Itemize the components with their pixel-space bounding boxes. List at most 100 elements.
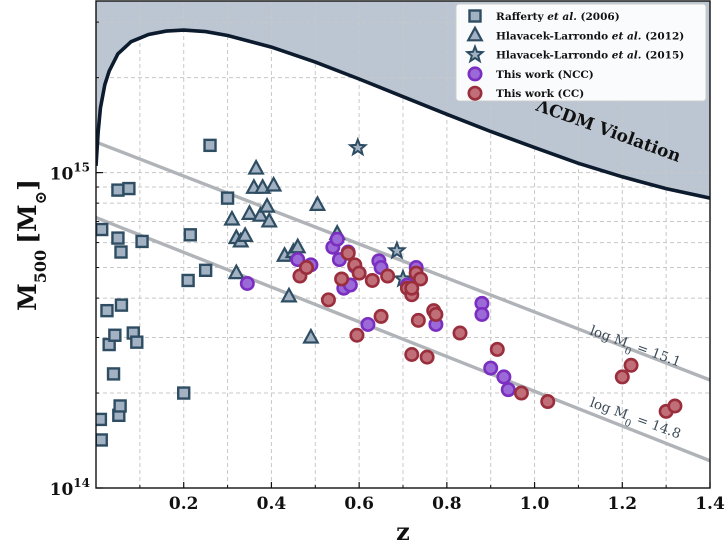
data-point xyxy=(404,280,420,296)
series-2 xyxy=(347,136,414,288)
violation-curve-group xyxy=(96,28,710,200)
data-point xyxy=(410,312,426,328)
legend-label: Rafferty et al. (2006) xyxy=(496,11,620,23)
data-point xyxy=(227,263,245,280)
data-point xyxy=(380,268,396,284)
legend-label: This work (NCC) xyxy=(496,69,594,81)
x-tick-label: 0.4 xyxy=(257,494,287,514)
data-point xyxy=(413,271,429,287)
data-point xyxy=(96,433,108,447)
data-point xyxy=(280,286,298,303)
legend-items: Rafferty et al. (2006) Hlavacek-Larrondo … xyxy=(464,9,684,101)
data-point xyxy=(513,385,529,401)
series-3 xyxy=(239,231,516,398)
data-point xyxy=(258,196,276,213)
violation-curve xyxy=(96,28,710,200)
data-point xyxy=(236,226,254,242)
legend-marker xyxy=(467,66,483,82)
x-tick-label: 0.8 xyxy=(432,494,462,514)
data-point xyxy=(299,260,315,276)
data-point xyxy=(500,382,516,398)
data-point xyxy=(113,399,127,413)
data-point xyxy=(240,204,259,220)
y-axis-title: M500[M⊙] xyxy=(13,179,50,311)
y-tick-label: 1015 xyxy=(50,161,90,185)
data-point xyxy=(364,272,380,288)
x-tick-label: 1.4 xyxy=(695,494,725,514)
legend-label: This work (CC) xyxy=(496,88,584,100)
data-point xyxy=(452,325,468,341)
data-point xyxy=(347,136,369,157)
data-point xyxy=(404,347,420,363)
data-point xyxy=(329,231,345,247)
data-point xyxy=(260,211,278,228)
data-point xyxy=(264,175,283,192)
legend-item: Hlavacek-Larrondo et al. (2012) xyxy=(466,25,684,42)
data-point xyxy=(373,308,389,324)
data-point xyxy=(667,398,683,414)
series-0 xyxy=(96,138,235,447)
legend-box xyxy=(455,3,707,102)
ticks: 0.2 0.4 0.6 0.8 1.0 1.2 1.4 1014 1015 xyxy=(50,21,725,514)
data-point xyxy=(614,369,630,385)
mass-line xyxy=(96,140,710,382)
data-point xyxy=(135,234,149,249)
data-point xyxy=(239,276,255,292)
legend-marker xyxy=(468,9,482,23)
data-point xyxy=(623,357,639,373)
data-point xyxy=(360,316,376,332)
legend-marker xyxy=(464,43,486,64)
legend-label: Hlavacek-Larrondo et al. (2015) xyxy=(496,50,684,62)
data-point xyxy=(474,306,490,322)
data-point xyxy=(96,222,109,237)
legend-item: This work (CC) xyxy=(467,85,584,101)
data-point xyxy=(428,306,444,322)
data-point xyxy=(183,228,197,242)
data-point xyxy=(177,386,191,400)
data-points xyxy=(96,136,683,447)
x-axis-title: z xyxy=(396,517,410,545)
data-point xyxy=(247,158,265,175)
x-tick-label: 0.2 xyxy=(169,494,199,514)
data-point xyxy=(496,369,512,385)
data-point xyxy=(111,183,125,197)
data-point xyxy=(198,263,213,278)
x-tick-label: 0.6 xyxy=(344,494,374,514)
data-point xyxy=(351,265,367,281)
legend-item: Rafferty et al. (2006) xyxy=(468,9,620,23)
data-point xyxy=(483,360,499,376)
data-point xyxy=(96,412,108,427)
data-point xyxy=(122,181,136,196)
legend-marker xyxy=(466,25,484,42)
mass-lines xyxy=(96,140,710,463)
data-point xyxy=(223,209,241,226)
series-1 xyxy=(223,158,346,344)
data-point xyxy=(106,367,121,381)
series-4 xyxy=(292,245,683,419)
data-point xyxy=(203,138,217,153)
legend-item: Hlavacek-Larrondo et al. (2015) xyxy=(464,43,684,64)
data-point xyxy=(114,298,129,312)
data-point xyxy=(181,273,195,288)
legend-label: Hlavacek-Larrondo et al. (2012) xyxy=(496,30,684,42)
data-point xyxy=(111,231,125,245)
x-tick-label: 1.0 xyxy=(520,494,550,514)
mass-line xyxy=(96,216,710,463)
data-point xyxy=(334,271,350,287)
data-point xyxy=(419,349,435,365)
x-tick-label: 1.2 xyxy=(607,494,637,514)
data-point xyxy=(540,394,556,410)
data-point xyxy=(308,195,327,211)
data-point xyxy=(108,328,122,342)
data-point xyxy=(302,327,320,344)
data-point xyxy=(340,245,356,261)
legend: Rafferty et al. (2006) Hlavacek-Larrondo … xyxy=(455,3,707,102)
data-point xyxy=(100,303,114,318)
y-tick-label: 1014 xyxy=(50,476,90,500)
legend-item: This work (NCC) xyxy=(467,66,594,82)
data-point xyxy=(220,191,235,205)
data-point xyxy=(130,335,144,349)
legend-marker xyxy=(467,85,483,101)
data-point xyxy=(114,245,128,259)
